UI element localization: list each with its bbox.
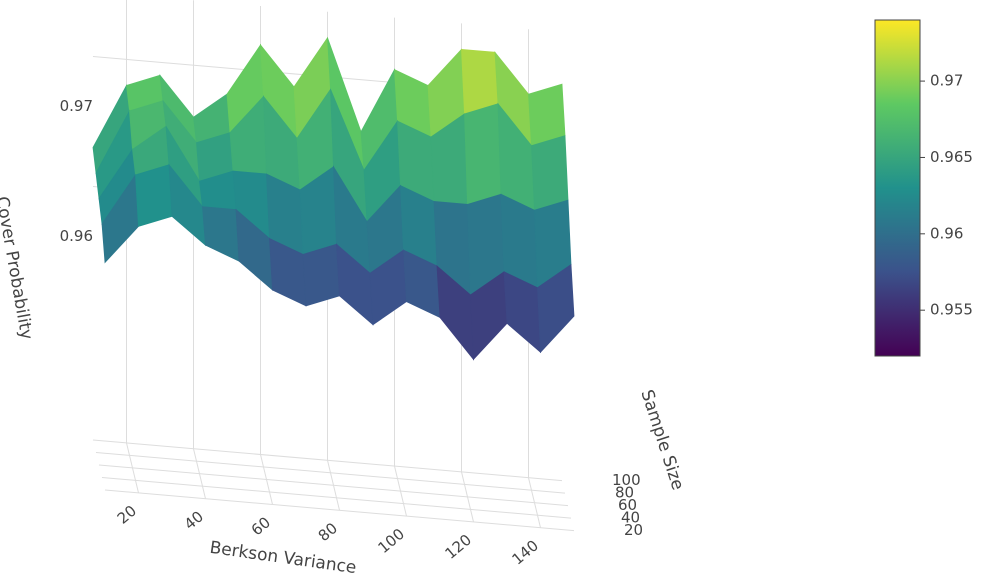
surface-cell bbox=[202, 206, 240, 262]
surface-cell bbox=[302, 243, 340, 307]
colorbar-tick-label: 0.96 bbox=[930, 224, 963, 242]
surface-cell bbox=[528, 83, 566, 147]
surface-cell bbox=[464, 103, 502, 205]
x-tick-label: 120 bbox=[441, 531, 475, 563]
colorbar-tick-label: 0.965 bbox=[930, 148, 973, 166]
surface-cell bbox=[135, 164, 173, 227]
colorbar-ticks: 0.955 0.96 0.965 0.97 bbox=[920, 72, 973, 319]
x-tick-label: 140 bbox=[508, 536, 542, 568]
y-axis-title: Sample Size bbox=[636, 387, 687, 492]
y-tick-label: 80 bbox=[615, 484, 634, 502]
z-tick-label: 0.96 bbox=[60, 227, 93, 245]
y-grid-line bbox=[95, 452, 566, 494]
surface-cell bbox=[461, 48, 499, 115]
y-tick-label: 20 bbox=[624, 521, 643, 539]
surface bbox=[92, 36, 575, 361]
colorbar-tick-label: 0.97 bbox=[930, 72, 963, 90]
z-tick-label: 0.97 bbox=[60, 97, 93, 115]
y-grid-line bbox=[98, 464, 569, 507]
y-grid-line bbox=[104, 489, 575, 532]
z-axis-title: Cover Probability bbox=[0, 195, 36, 341]
y-grid-line bbox=[101, 477, 572, 519]
colorbar-tick-label: 0.955 bbox=[930, 301, 973, 319]
x-tick-label: 80 bbox=[315, 519, 341, 545]
y-tick-label: 100 bbox=[612, 471, 641, 489]
y-tick-label: 60 bbox=[618, 496, 637, 514]
surface-cell bbox=[537, 263, 575, 354]
x-tick-label: 40 bbox=[181, 507, 207, 533]
x-tick-label: 60 bbox=[248, 513, 274, 539]
x-axis-title: Berkson Variance bbox=[208, 538, 357, 578]
y-tick-label: 40 bbox=[621, 509, 640, 527]
surface-cell bbox=[531, 135, 569, 211]
x-tick-label: 20 bbox=[114, 502, 140, 528]
x-tick-label: 100 bbox=[374, 525, 408, 557]
colorbar bbox=[874, 19, 921, 357]
